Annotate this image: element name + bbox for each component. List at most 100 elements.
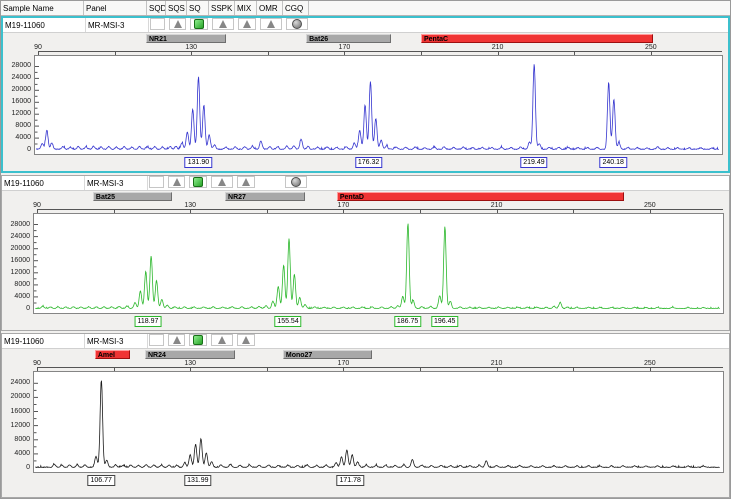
col-header-panel[interactable]: Panel — [84, 1, 147, 15]
electropherogram: Bat25 NR27 PentaD 90 130 170 210 250 0 4000 8000… — [2, 191, 729, 330]
ruler-label: 250 — [643, 202, 656, 209]
peak-size-label[interactable]: 176.32 — [354, 157, 383, 168]
green-square-icon[interactable] — [189, 176, 207, 188]
ruler-label: 170 — [338, 44, 351, 51]
peak-size-label[interactable]: 219.49 — [520, 157, 548, 168]
peak-size-label[interactable]: 240.18 — [599, 157, 627, 168]
triangle-icon[interactable] — [212, 18, 234, 30]
ruler-label: 90 — [33, 360, 41, 367]
peak-size-label[interactable]: 131.99 — [184, 475, 212, 486]
panel-name[interactable]: MR-MSI-3 — [85, 334, 148, 348]
size-ruler: 90 130 170 210 250 — [2, 360, 729, 371]
ruler-tick — [496, 210, 498, 213]
peak-size-label[interactable]: 171.78 — [336, 475, 364, 486]
marker-band-bat25[interactable]: Bat25 — [92, 192, 172, 201]
y-axis-label: 20000 — [11, 86, 31, 94]
sample-panel-3[interactable]: M19-11060 MR-MSI-3 Amel NR24 Mono27 90 130 1… — [1, 333, 730, 498]
electropherogram: Amel NR24 Mono27 90 130 170 210 250 0 4000 8000 1… — [2, 349, 729, 497]
marker-band-pentac[interactable]: PentaC — [421, 34, 654, 43]
electropherogram: NR21 Bat26 PentaC 90 130 170 210 250 0 4000 8000… — [3, 33, 728, 171]
col-header-cgq[interactable]: CGQ — [283, 1, 309, 15]
sample-panel-1[interactable]: M19-11060 MR-MSI-3 NR21 Bat26 PentaC 90 130… — [1, 16, 730, 173]
col-header-mix[interactable]: MIX — [235, 1, 257, 15]
triangle-icon[interactable] — [169, 18, 186, 30]
marker-bands-track: NR21 Bat26 PentaC — [3, 33, 728, 44]
marker-band-mono27[interactable]: Mono27 — [282, 350, 373, 359]
y-axis-label: 28000 — [11, 62, 31, 70]
sample-panel-2[interactable]: M19-11060 MR-MSI-3 Bat25 NR27 PentaD 90 130… — [1, 175, 730, 331]
panel-name[interactable]: MR-MSI-3 — [85, 176, 148, 190]
sample-info-row[interactable]: M19-11060 MR-MSI-3 — [3, 18, 728, 33]
ruler-tick — [573, 210, 575, 213]
sample-name[interactable]: M19-11060 — [2, 334, 85, 348]
trace-plot[interactable] — [33, 213, 724, 314]
y-axis-label: 8000 — [14, 280, 30, 288]
triangle-icon[interactable] — [260, 18, 282, 30]
col-header-sspk[interactable]: SSPK — [209, 1, 235, 15]
ruler-tick — [37, 368, 38, 371]
marker-band-nr27[interactable]: NR27 — [225, 192, 306, 201]
col-header-sample-name[interactable]: Sample Name — [1, 1, 84, 15]
peak-size-label[interactable]: 186.75 — [393, 316, 422, 327]
marker-band-nr21[interactable]: NR21 — [146, 34, 227, 43]
peak-size-label[interactable]: 131.90 — [184, 157, 213, 168]
ruler-tick — [650, 52, 652, 55]
trace-path — [34, 380, 720, 469]
ruler-tick — [113, 210, 115, 213]
ruler-tick — [190, 210, 192, 213]
col-header-sq[interactable]: SQ — [187, 1, 209, 15]
sample-name[interactable]: M19-11060 — [3, 18, 86, 32]
triangle-icon[interactable] — [237, 334, 255, 346]
ruler-tick — [113, 368, 115, 371]
y-axis-label: 12000 — [10, 421, 30, 429]
marker-band-nr24[interactable]: NR24 — [145, 350, 235, 359]
peak-size-label[interactable]: 106.77 — [87, 475, 115, 486]
empty-flag-cell — [149, 334, 164, 346]
triangle-icon[interactable] — [211, 334, 233, 346]
triangle-icon[interactable] — [168, 176, 185, 188]
y-axis-label: 16000 — [10, 256, 30, 264]
ruler-tick — [266, 368, 268, 371]
ruler-label: 90 — [33, 202, 41, 209]
sample-name[interactable]: M19-11060 — [2, 176, 85, 190]
marker-band-amel[interactable]: Amel — [94, 350, 131, 359]
ruler-tick — [496, 368, 498, 371]
peak-size-labels: 118.97 155.54 186.75 196.45 — [2, 314, 729, 330]
peak-size-labels: 131.90 176.32 219.49 240.18 — [3, 155, 728, 171]
trace-plot[interactable] — [33, 371, 724, 473]
circle-icon[interactable] — [286, 18, 308, 30]
panel-name[interactable]: MR-MSI-3 — [86, 18, 149, 32]
trace-path — [34, 223, 720, 310]
y-axis-label: 20000 — [10, 393, 30, 401]
trace-plot[interactable] — [34, 55, 723, 155]
col-header-omr[interactable]: OMR — [257, 1, 283, 15]
triangle-icon[interactable] — [237, 176, 255, 188]
plot-area: 0 4000 8000 12000 16000 20000 24000 28000 — [2, 213, 729, 314]
peak-size-label[interactable]: 118.97 — [134, 316, 162, 327]
triangle-icon[interactable] — [238, 18, 256, 30]
plot-area: 0 4000 8000 12000 16000 20000 24000 28000 — [3, 55, 728, 155]
size-ruler: 90 130 170 210 250 — [3, 44, 728, 55]
y-axis-label: 24000 — [10, 232, 30, 240]
marker-band-bat26[interactable]: Bat26 — [306, 34, 392, 43]
col-header-sqs[interactable]: SQS — [166, 1, 187, 15]
qc-flags — [2, 176, 729, 190]
ruler-tick — [267, 52, 269, 55]
y-axis-label: 0 — [26, 305, 30, 312]
col-header-sqd[interactable]: SQD — [147, 1, 166, 15]
peak-size-label[interactable]: 196.45 — [430, 316, 459, 327]
green-square-icon[interactable] — [190, 18, 208, 30]
qc-flags — [3, 18, 728, 32]
peak-size-label[interactable]: 155.54 — [274, 316, 302, 327]
ruler-tick — [266, 210, 268, 213]
triangle-icon[interactable] — [168, 334, 185, 346]
sample-info-row[interactable]: M19-11060 MR-MSI-3 — [2, 176, 729, 191]
marker-band-pentad[interactable]: PentaD — [336, 192, 625, 201]
circle-icon[interactable] — [285, 176, 307, 188]
ruler-label: 170 — [337, 202, 350, 209]
sample-info-row[interactable]: M19-11060 MR-MSI-3 — [2, 334, 729, 349]
triangle-icon[interactable] — [211, 176, 233, 188]
marker-bands-track: Bat25 NR27 PentaD — [2, 191, 729, 202]
green-square-icon[interactable] — [189, 334, 207, 346]
